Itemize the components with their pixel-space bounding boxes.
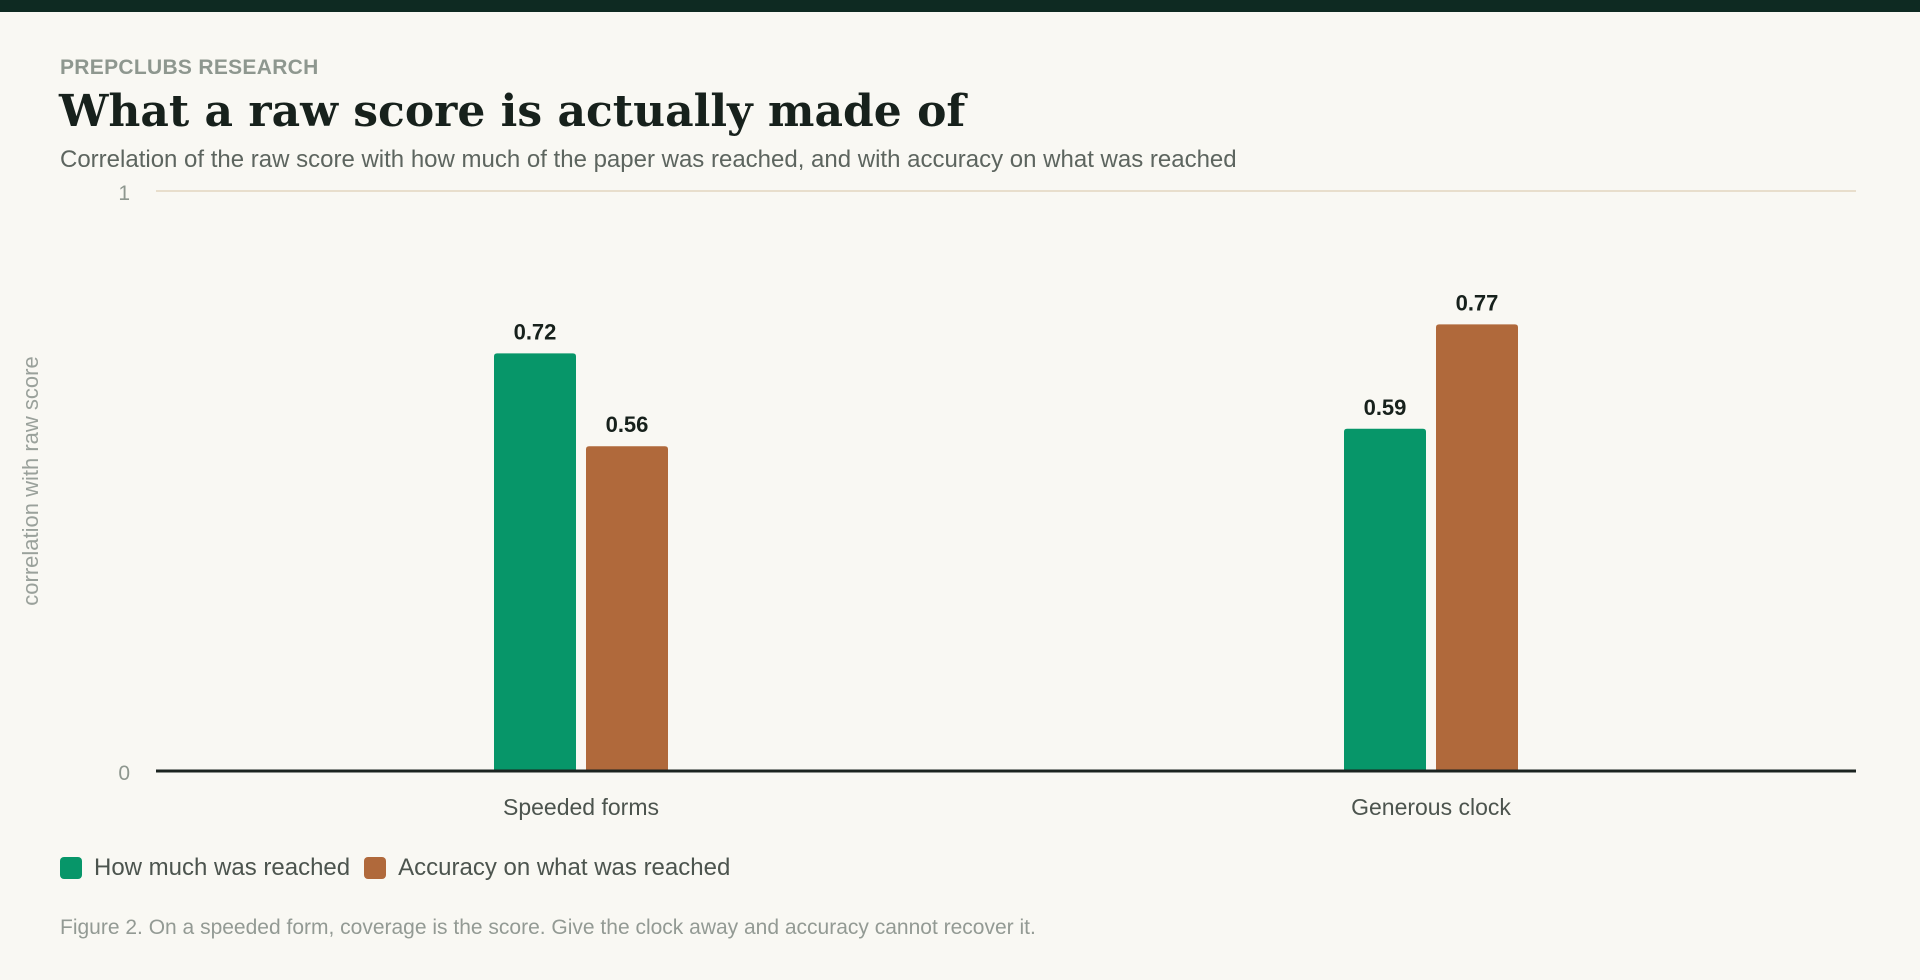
y-tick-zero: 0 (118, 762, 130, 785)
legend-swatch-reached (60, 857, 82, 879)
chart-subtitle: Correlation of the raw score with how mu… (60, 146, 1237, 173)
top-accent-bar (0, 0, 1920, 12)
legend-item-accuracy: Accuracy on what was reached (364, 854, 730, 882)
bar-value-label-0-1: 0.56 (606, 412, 649, 437)
bar-0-1 (586, 446, 668, 771)
bar-value-label-1-0: 0.59 (1364, 395, 1407, 420)
x-tick-label-1: Generous clock (1351, 794, 1511, 820)
legend-swatch-accuracy (364, 857, 387, 879)
bar-1-0 (1344, 428, 1426, 771)
x-tick-label-0: Speeded forms (503, 794, 659, 820)
bar-0-0 (494, 353, 576, 771)
bar-group: 0.72 0.56 Speeded forms 0.59 0.77 Generous cl… (494, 290, 1518, 820)
bar-1-1 (1436, 324, 1518, 771)
bar-value-label-0-0: 0.72 (514, 319, 557, 344)
chart-legend: How much was reached Accuracy on what wa… (60, 854, 744, 882)
chart-title: What a raw score is actually made of (59, 86, 966, 137)
eyebrow-label: PREPCLUBS RESEARCH (60, 56, 319, 79)
figure-caption: Figure 2. On a speeded form, coverage is… (60, 916, 1036, 939)
legend-label-reached: How much was reached (94, 854, 351, 881)
y-axis-label: correlation with raw score (18, 356, 43, 605)
bar-value-label-1-1: 0.77 (1456, 290, 1499, 315)
legend-item-reached: How much was reached (60, 854, 350, 882)
y-tick-max: 1 (118, 182, 130, 205)
legend-label-accuracy: Accuracy on what was reached (398, 854, 731, 881)
